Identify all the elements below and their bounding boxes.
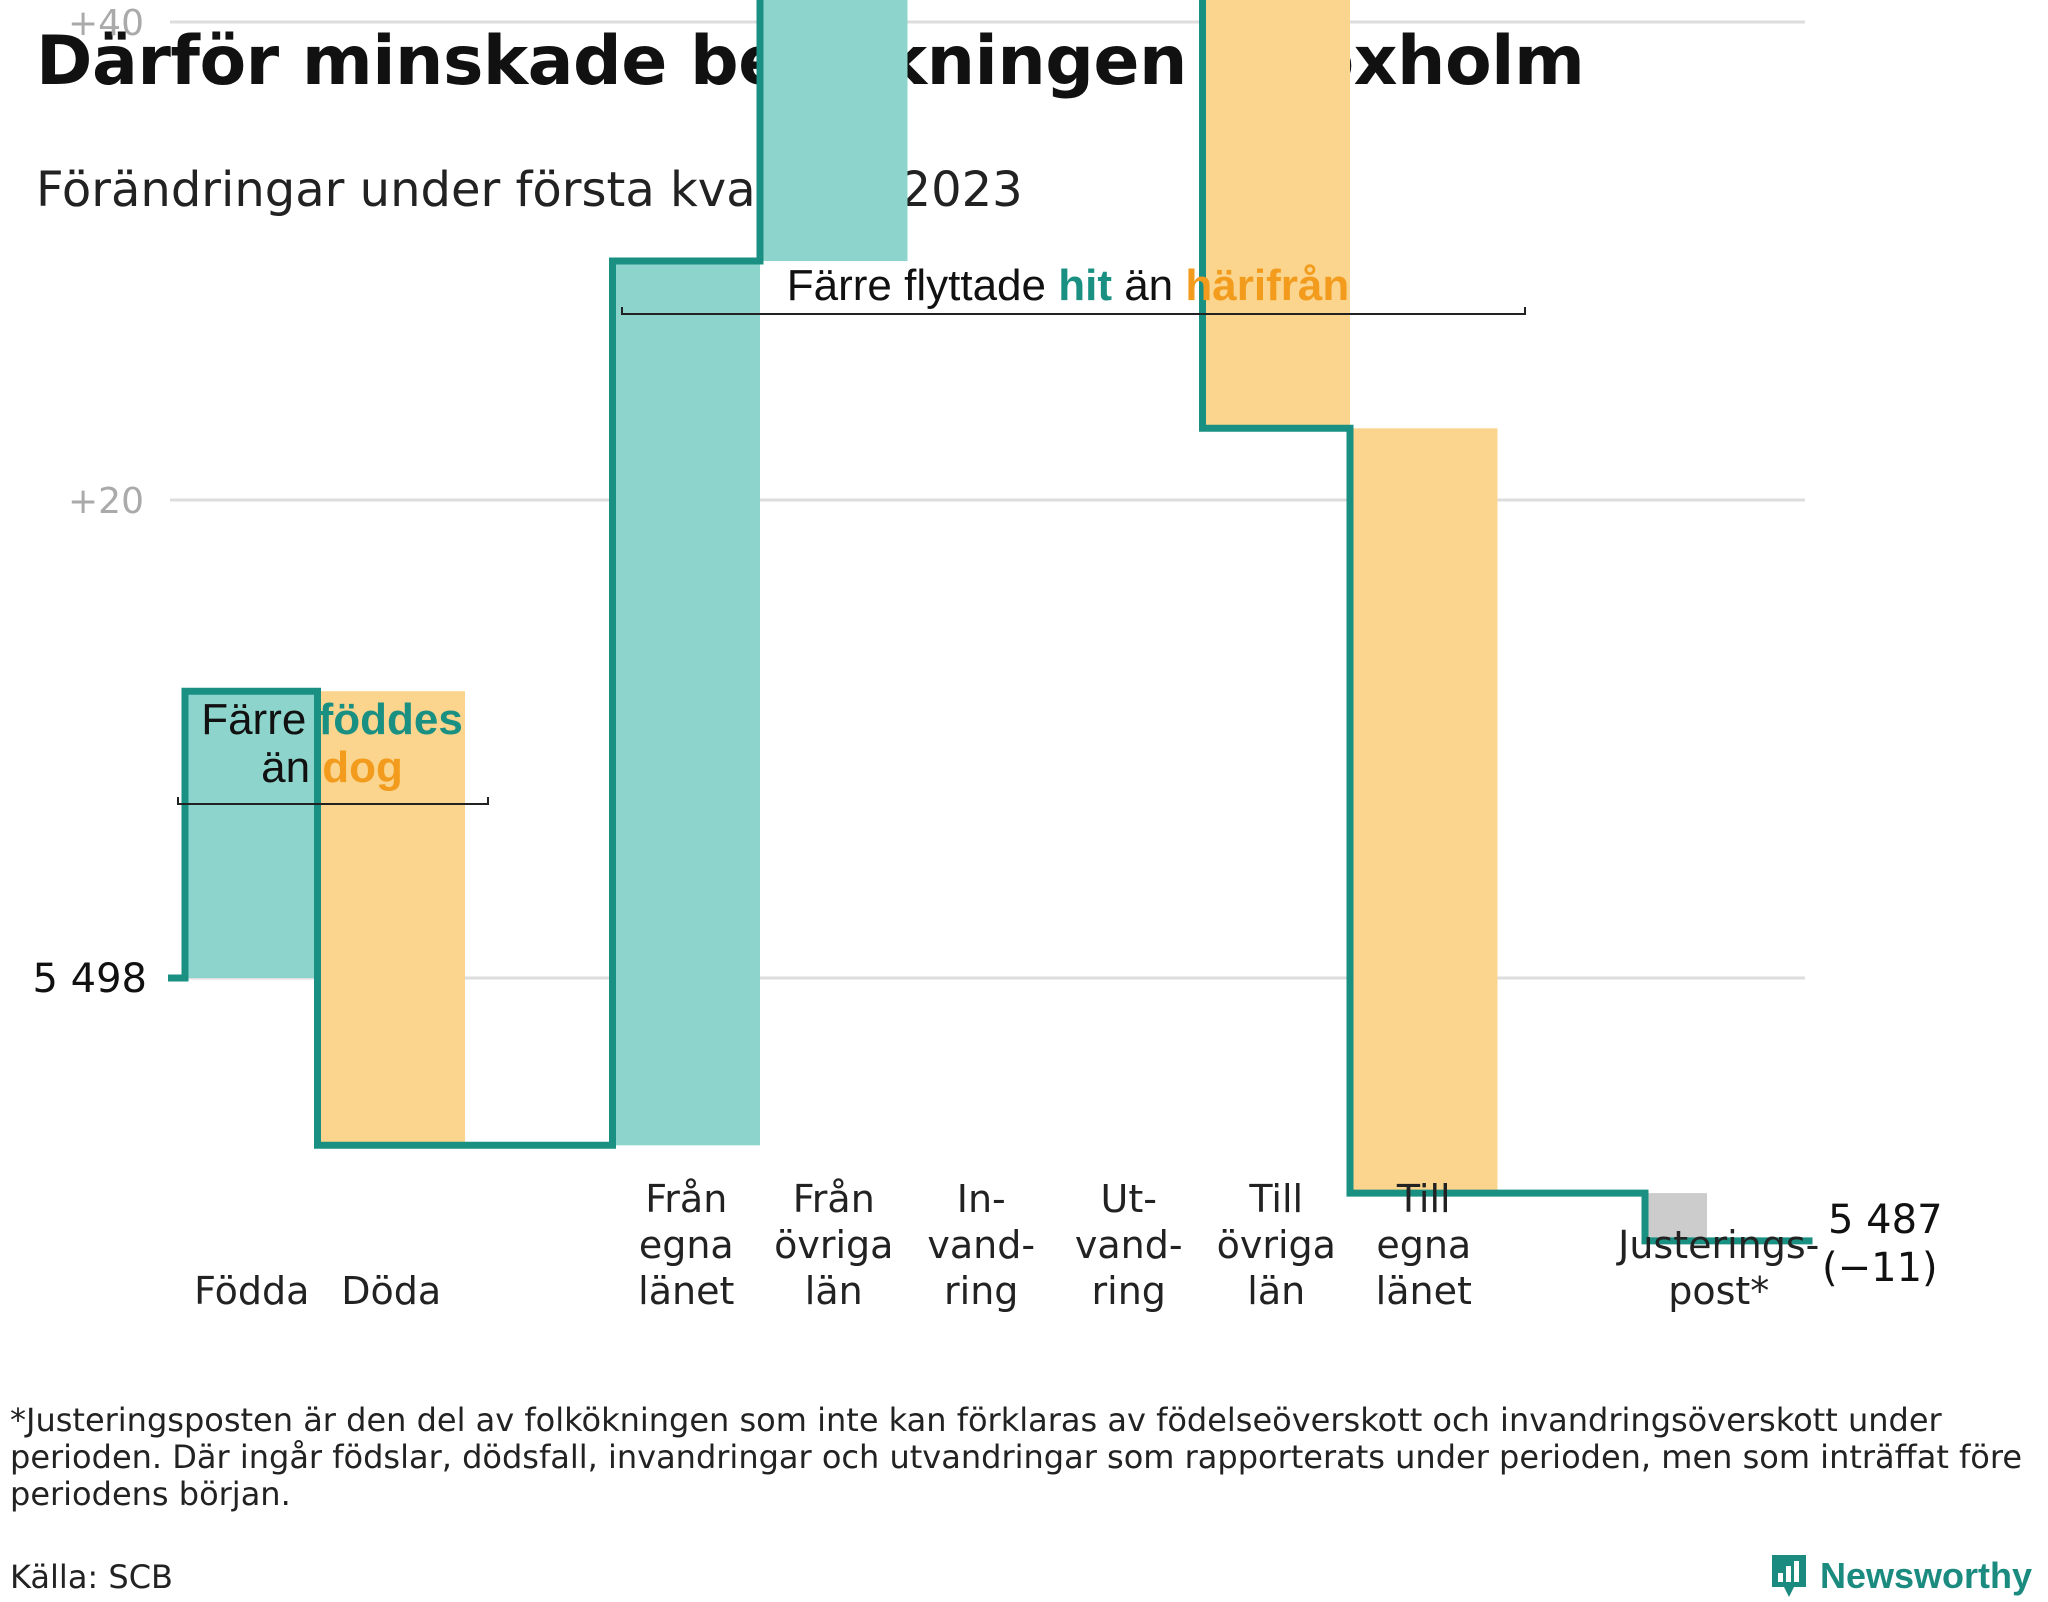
brand-name: Newsworthy — [1820, 1555, 2033, 1596]
annotation-highlight-orange: dog — [322, 743, 403, 792]
category-label: In- — [957, 1177, 1006, 1221]
category-label: vand- — [1075, 1223, 1183, 1267]
category-label: post* — [1668, 1269, 1769, 1313]
annotation-highlight-teal: hit — [1058, 261, 1112, 310]
bar — [1202, 0, 1350, 429]
category-label: Till — [1396, 1177, 1451, 1221]
bar — [760, 0, 908, 261]
end-value-label: 5 487 — [1828, 1197, 1943, 1243]
annotation-highlight-teal: föddes — [319, 695, 463, 744]
newsworthy-logo-icon — [1772, 1555, 1806, 1597]
migration-annotation: Färre flyttade hit än härifrån — [787, 261, 1349, 310]
category-label: övriga — [1217, 1223, 1336, 1267]
births-bracket — [177, 797, 489, 805]
y-tick-label: +40 — [68, 3, 144, 44]
category-label: övriga — [774, 1223, 893, 1267]
category-label: län — [1247, 1269, 1305, 1313]
category-label: Justerings- — [1616, 1223, 1819, 1267]
y-tick-label: +20 — [68, 481, 144, 522]
category-label: länet — [1376, 1269, 1472, 1313]
annotation-highlight-orange: härifrån — [1185, 261, 1349, 310]
births-annotation-line1: Färre föddes — [201, 695, 463, 744]
category-label: egna — [639, 1223, 734, 1267]
bar — [1350, 428, 1498, 1194]
annotation-text: Färre — [201, 695, 318, 744]
source-note: Källa: SCB — [10, 1558, 173, 1596]
footnote: *Justeringsposten är den del av folkökni… — [10, 1401, 2023, 1513]
brand-logo: Newsworthy — [1768, 1550, 2032, 1602]
category-label: Döda — [341, 1269, 441, 1313]
births-annotation-line2: än dog — [261, 743, 403, 792]
annotation-text: än — [261, 743, 322, 792]
start-value-label: 5 498 — [32, 956, 147, 1002]
bars — [185, 0, 1707, 1241]
migration-bracket — [621, 307, 1526, 315]
bar — [612, 261, 760, 1146]
category-label: ring — [1092, 1269, 1166, 1313]
bar — [1645, 1193, 1707, 1241]
step-line — [168, 0, 1813, 1245]
bar — [185, 691, 318, 978]
category-label: ring — [944, 1269, 1018, 1313]
category-label: länet — [638, 1269, 734, 1313]
category-label: egna — [1376, 1223, 1471, 1267]
category-labels: Födda DödaFrånegnalänetFrånövrigalänIn-va… — [194, 1177, 1819, 1313]
category-label: Från — [645, 1177, 727, 1221]
bar — [317, 691, 465, 1146]
category-label: Födda — [194, 1269, 309, 1313]
annotation-text: än — [1112, 261, 1185, 310]
category-label: Till — [1248, 1177, 1303, 1221]
category-label: Från — [793, 1177, 875, 1221]
category-label: vand- — [927, 1223, 1035, 1267]
category-label: län — [805, 1269, 863, 1313]
waterfall-step-line — [168, 0, 1813, 1245]
end-change-label: (−11) — [1822, 1245, 1938, 1291]
category-label: Ut- — [1101, 1177, 1157, 1221]
annotation-text: Färre flyttade — [787, 261, 1058, 310]
